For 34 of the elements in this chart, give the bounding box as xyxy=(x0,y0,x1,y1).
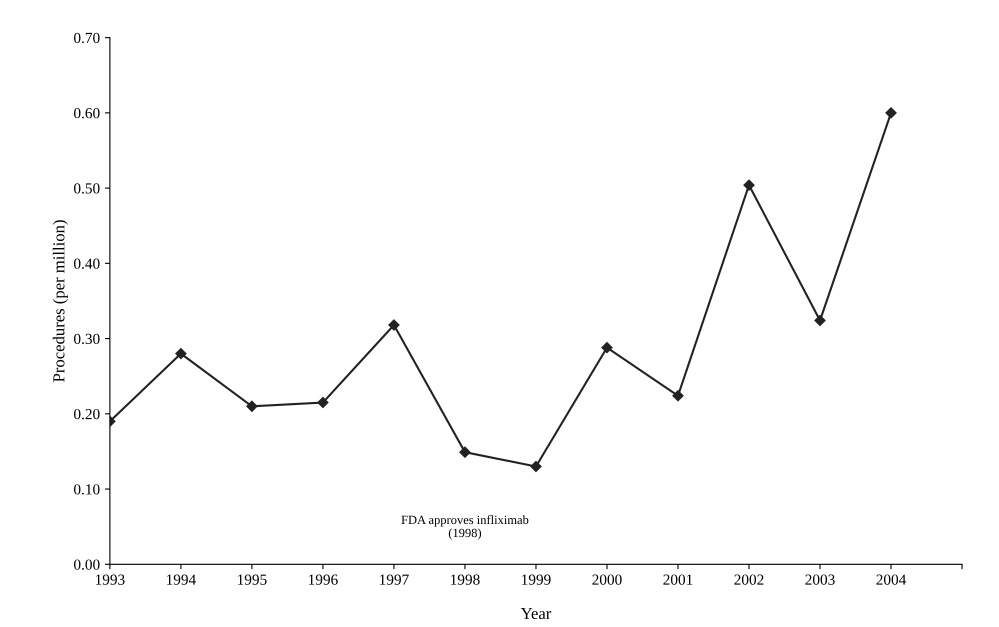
x-tick-label: 2001 xyxy=(663,574,692,585)
point xyxy=(672,390,684,402)
y-tick-label: 0.20 xyxy=(74,408,100,420)
y-tick-label: 0.50 xyxy=(74,183,100,194)
y-tick-label: 0.40 xyxy=(74,258,100,269)
x-tick-label: 1997 xyxy=(380,574,409,585)
x-tick-label: 1999 xyxy=(522,574,551,585)
point xyxy=(885,107,897,118)
x-tick-label: 2002 xyxy=(734,574,764,585)
annotation: FDA approves infliximab (1998) xyxy=(401,515,528,540)
y-tick-label: 0.60 xyxy=(74,108,100,118)
x-tick-label: 1996 xyxy=(308,574,338,585)
point xyxy=(175,348,187,360)
x-tick-label: 1994 xyxy=(166,574,196,585)
point xyxy=(601,342,613,354)
x-tick-label: 2000 xyxy=(592,574,622,585)
y-axis-title: Procedures (per million) xyxy=(52,220,68,382)
x-axis-title: Year xyxy=(520,608,552,620)
x-tick-label: 2003 xyxy=(805,574,835,585)
point xyxy=(743,179,755,191)
point xyxy=(814,314,826,326)
y-tick-label: 0.10 xyxy=(74,484,100,495)
point xyxy=(530,460,542,472)
point xyxy=(317,396,329,408)
y-tick-label: 0.00 xyxy=(74,559,100,570)
point xyxy=(246,400,258,412)
point xyxy=(388,319,400,331)
x-tick-label: 2004 xyxy=(876,574,906,585)
x-tick-label: 1993 xyxy=(96,574,125,585)
x-tick-label: 1995 xyxy=(238,574,267,585)
y-tick-label: 0.30 xyxy=(74,334,100,344)
x-tick-label: 1998 xyxy=(451,574,480,585)
point xyxy=(459,446,471,458)
y-tick-label: 0.70 xyxy=(74,32,100,44)
